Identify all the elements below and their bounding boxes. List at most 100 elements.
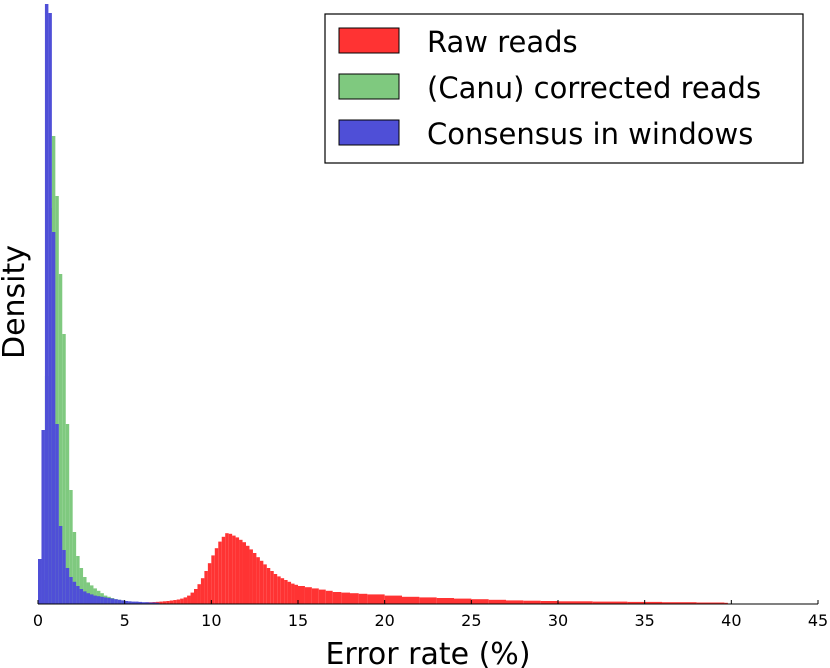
- histogram-bar: [211, 555, 215, 604]
- histogram-bar: [256, 557, 260, 604]
- histogram-bar: [436, 598, 454, 604]
- histogram-bar: [284, 580, 288, 604]
- histogram-bar: [266, 568, 271, 604]
- histogram-bar: [58, 274, 63, 604]
- legend: Raw reads (Canu) corrected reads Consensus…: [324, 13, 804, 164]
- x-tick-label: 25: [461, 611, 481, 630]
- histogram-bar: [124, 601, 129, 604]
- histogram-bar: [76, 586, 80, 604]
- histogram-bar: [221, 536, 226, 604]
- histogram-bar: [93, 595, 97, 604]
- histogram-bar: [180, 598, 184, 604]
- histogram-bar: [48, 13, 52, 604]
- legend-label: Raw reads: [427, 25, 578, 59]
- legend-label: (Canu) corrected reads: [427, 71, 761, 105]
- histogram-bar: [62, 334, 66, 604]
- histogram-bar: [187, 595, 191, 604]
- histogram-bar: [207, 563, 212, 604]
- histogram-bar: [218, 541, 222, 604]
- histogram-bar: [176, 599, 181, 604]
- histogram-bar: [159, 601, 163, 604]
- histogram-bar: [72, 581, 77, 604]
- histogram-bar: [72, 532, 77, 604]
- legend-swatch: [338, 119, 400, 146]
- histogram-bar: [696, 602, 725, 604]
- histogram-bar: [523, 600, 541, 604]
- histogram-bar: [142, 602, 149, 604]
- x-tick-label: 20: [374, 611, 394, 630]
- histogram-bar: [121, 600, 125, 604]
- histogram-bar: [454, 598, 472, 604]
- histogram-bar: [298, 586, 305, 604]
- histogram-bar: [79, 589, 84, 604]
- histogram-bar: [246, 545, 250, 604]
- x-tick-label: 45: [808, 611, 828, 630]
- histogram-bar: [103, 597, 108, 604]
- histogram-bar: [86, 593, 90, 604]
- histogram-bar: [384, 595, 402, 604]
- series-0-bars: [124, 533, 728, 604]
- histogram-bar: [358, 593, 368, 604]
- histogram-bar: [166, 601, 170, 604]
- histogram-bar: [304, 587, 312, 604]
- histogram-bar: [69, 577, 73, 604]
- histogram-bar: [148, 602, 156, 604]
- x-tick-label: 5: [120, 611, 130, 630]
- histogram-bar: [190, 592, 194, 604]
- legend-items: Raw reads (Canu) corrected reads Consensus…: [338, 25, 761, 151]
- bars-layer: [38, 4, 728, 604]
- x-tick-label: 40: [721, 611, 741, 630]
- histogram-bar: [350, 593, 359, 604]
- histogram-bar: [58, 526, 63, 604]
- histogram-bar: [110, 598, 115, 604]
- histogram-bar: [38, 559, 42, 604]
- histogram-bar: [41, 430, 45, 604]
- legend-swatch: [338, 27, 400, 54]
- x-tick-label: 30: [548, 611, 568, 630]
- histogram-bar: [225, 533, 229, 604]
- histogram-bar: [242, 542, 246, 604]
- histogram-bar: [506, 600, 524, 604]
- histogram-bar: [173, 600, 177, 604]
- histogram-bar: [277, 576, 281, 604]
- histogram-bar: [239, 539, 243, 604]
- x-axis-ticks: 0 5 10 15 20 25 30 35 40 45: [33, 600, 828, 630]
- x-tick-label: 0: [33, 611, 43, 630]
- histogram-bar: [51, 232, 56, 604]
- histogram-bar: [367, 594, 385, 604]
- legend-label: Consensus in windows: [427, 117, 753, 151]
- histogram-bar: [79, 568, 84, 604]
- histogram-bar: [76, 556, 80, 604]
- histogram-bar: [471, 599, 489, 604]
- histogram-bar: [155, 602, 160, 604]
- histogram-bar: [252, 553, 257, 604]
- histogram-bar: [724, 602, 728, 604]
- histogram-bar: [183, 597, 188, 604]
- histogram-bar: [232, 535, 236, 604]
- histogram-bar: [96, 596, 101, 604]
- histogram-bar: [100, 596, 104, 604]
- histogram-bar: [488, 599, 506, 604]
- histogram-bar: [83, 591, 87, 604]
- histogram-bar: [62, 550, 66, 604]
- histogram-bar: [332, 592, 342, 604]
- x-tick-label: 35: [634, 611, 654, 630]
- histogram-bar: [128, 601, 132, 604]
- histogram-bar: [169, 600, 174, 604]
- histogram-bar: [200, 578, 205, 604]
- histogram-bar: [138, 601, 142, 604]
- histogram-bar: [194, 589, 198, 604]
- histogram-bar: [83, 577, 87, 604]
- histogram-bar: [65, 568, 70, 604]
- histogram-bar: [294, 584, 298, 604]
- histogram-bar: [197, 584, 201, 604]
- histogram-bar: [55, 424, 59, 604]
- histogram-bar: [249, 549, 253, 604]
- histogram-bar: [325, 590, 333, 604]
- histogram-bar: [341, 592, 350, 604]
- histogram-bar: [114, 599, 118, 604]
- histogram-bar: [131, 601, 136, 604]
- histogram-bar: [291, 583, 295, 604]
- histogram-bar: [228, 533, 233, 604]
- legend-swatch: [338, 73, 400, 100]
